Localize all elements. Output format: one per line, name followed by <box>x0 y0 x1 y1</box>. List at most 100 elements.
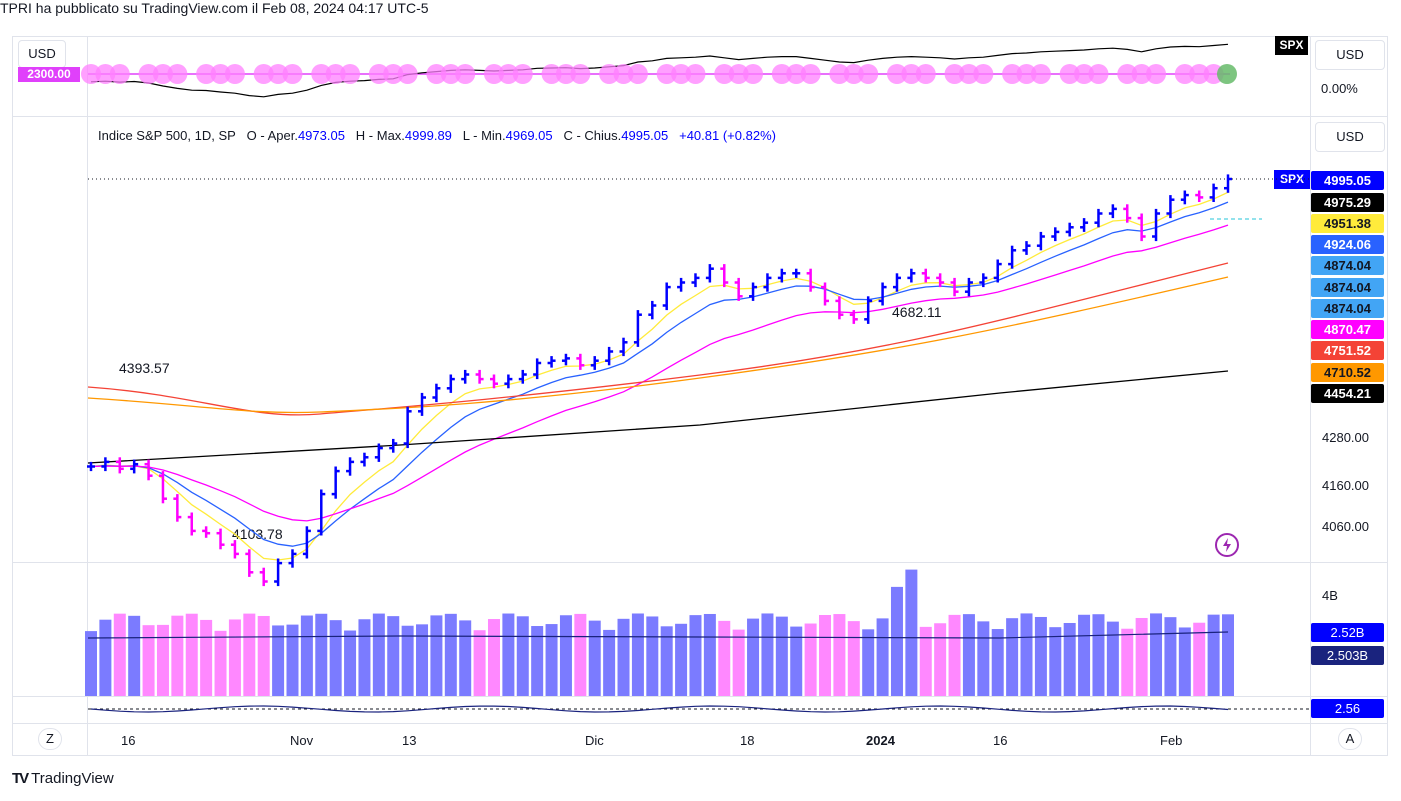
volume-bar <box>1121 628 1134 696</box>
price-label: 4710.52 <box>1311 363 1384 382</box>
price-label: 4874.04 <box>1311 299 1384 318</box>
volume-bar <box>1092 614 1105 696</box>
volume-bar <box>99 619 112 696</box>
volume-bar <box>934 623 947 696</box>
volume-bar <box>775 616 788 696</box>
signal-dot <box>1117 64 1138 84</box>
signal-dot <box>843 64 864 84</box>
signal-dot <box>512 64 533 84</box>
legend-close: 4995.05 <box>621 128 669 143</box>
signal-dot <box>253 64 274 84</box>
legend-open: 4973.05 <box>297 128 345 143</box>
volume-bar <box>617 618 630 696</box>
price-axis-tick: 4160.00 <box>1322 478 1369 493</box>
volume-bar <box>703 613 716 696</box>
volume-bar <box>128 615 141 696</box>
signal-dot <box>1016 64 1037 84</box>
signal-dot <box>498 64 519 84</box>
top-currency-right-button[interactable]: USD <box>1315 40 1385 70</box>
annotation-high: 4393.57 <box>119 360 170 376</box>
volume-bar <box>660 626 673 696</box>
signal-dot <box>368 64 389 84</box>
volume-bar <box>588 620 601 696</box>
signal-dot <box>1030 64 1051 84</box>
volume-bar <box>1034 616 1047 696</box>
signal-dot <box>829 64 850 84</box>
annotation-low-2: 4682.11 <box>892 304 942 320</box>
volume-bar <box>1020 613 1033 696</box>
signal-dot <box>1088 64 1109 84</box>
volume-bar <box>1193 622 1206 696</box>
price-axis-tick: 4280.00 <box>1322 430 1369 445</box>
volume-axis-tick: 4B <box>1322 588 1338 603</box>
footer-logo[interactable]: TV TradingView <box>12 770 114 787</box>
time-axis-tick: Feb <box>1160 733 1183 748</box>
signal-dot <box>958 64 979 84</box>
volume-bar <box>689 615 702 696</box>
pane-separator-osc <box>13 696 1387 697</box>
volume-bar <box>502 613 515 696</box>
volume-bar <box>790 626 803 696</box>
price-legend: Indice S&P 500, 1D, SP O - Aper.4973.05 … <box>98 128 776 143</box>
volume-bar <box>1049 627 1062 696</box>
price-label: 4995.05 <box>1311 171 1384 190</box>
zoom-button[interactable]: Z <box>38 728 62 750</box>
volume-bar <box>473 630 486 696</box>
volume-bar <box>1178 627 1191 696</box>
volume-bar <box>574 613 587 696</box>
volume-bar <box>1150 613 1163 696</box>
time-axis-tick: 13 <box>402 733 417 748</box>
volume-bar <box>905 569 918 696</box>
volume-bar <box>559 615 572 696</box>
volume-bar <box>761 613 774 696</box>
signal-dot <box>426 64 447 84</box>
volume-bar <box>962 614 975 696</box>
signal-dot <box>901 64 922 84</box>
signal-dot <box>627 64 648 84</box>
tradingview-logo-icon: TV <box>12 770 29 787</box>
signal-dot <box>282 64 303 84</box>
volume-bar <box>646 616 659 696</box>
volume-bar <box>85 631 97 696</box>
signal-dot <box>973 64 994 84</box>
signal-dot <box>786 64 807 84</box>
signal-dot <box>570 64 591 84</box>
signal-dot <box>1074 64 1095 84</box>
lightning-icon[interactable] <box>1214 532 1240 558</box>
footer-brand: TradingView <box>31 770 114 787</box>
oscillator-line <box>90 705 1229 713</box>
volume-bar <box>243 613 256 696</box>
volume-bar <box>603 629 616 696</box>
signal-dot <box>944 64 965 84</box>
volume-bar <box>675 623 688 696</box>
main-currency-button[interactable]: USD <box>1315 122 1385 152</box>
volume-bar <box>847 621 860 696</box>
volume-bar <box>430 615 443 696</box>
annotation-low: 4103.78 <box>232 526 283 542</box>
signal-dot <box>541 64 562 84</box>
volume-bar <box>1006 618 1019 696</box>
price-label: 4454.21 <box>1311 384 1384 403</box>
price-label: 4751.52 <box>1311 341 1384 360</box>
signal-dot <box>95 64 116 84</box>
volume-bar <box>890 586 903 696</box>
volume-bar <box>747 618 760 696</box>
top-currency-left-button[interactable]: USD <box>18 40 66 68</box>
signal-dot <box>771 64 792 84</box>
signal-dot <box>1059 64 1080 84</box>
top-percent-label: 0.00% <box>1321 81 1358 96</box>
volume-bar <box>977 621 990 696</box>
volume-bar <box>919 626 932 696</box>
time-axis-tick: 16 <box>993 733 1008 748</box>
volume-bar <box>113 613 126 696</box>
auto-scale-button[interactable]: A <box>1338 728 1362 750</box>
legend-symbol[interactable]: Indice S&P 500, 1D, SP <box>98 128 236 143</box>
legend-high-label: H - Max. <box>355 128 405 143</box>
price-label: 4874.04 <box>1311 256 1384 275</box>
legend-high: 4999.89 <box>404 128 452 143</box>
signal-dot <box>383 64 404 84</box>
time-axis-tick: 18 <box>740 733 755 748</box>
volume-bar <box>631 613 644 696</box>
signal-dot <box>1174 64 1195 84</box>
